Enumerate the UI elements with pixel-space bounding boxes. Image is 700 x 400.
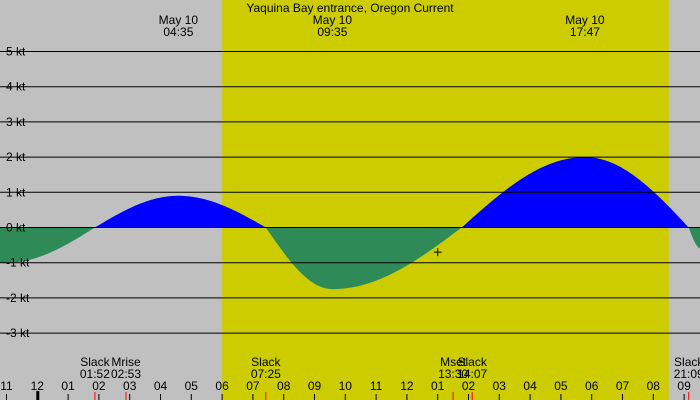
- x-tick-label: 02: [92, 379, 106, 393]
- x-tick-label: 12: [31, 379, 45, 393]
- event-label: Slack: [674, 355, 700, 369]
- y-tick-label: 0 kt: [6, 221, 26, 235]
- x-tick-label: 12: [400, 379, 414, 393]
- event-label: Slack: [458, 355, 488, 369]
- event-label: Slack: [80, 355, 110, 369]
- x-tick-label: 09: [308, 379, 322, 393]
- event-time: 02:53: [111, 367, 141, 381]
- x-tick-label: 11: [370, 379, 383, 393]
- now-marker-layer: [433, 248, 442, 257]
- peak-time-label: 09:35: [317, 25, 347, 39]
- event-time: 07:25: [251, 367, 281, 381]
- x-tick-label: 08: [277, 379, 291, 393]
- event-time: 21:09: [674, 367, 700, 381]
- now-marker: [433, 248, 442, 257]
- y-tick-label: 1 kt: [6, 185, 26, 199]
- x-tick-label: 05: [554, 379, 568, 393]
- event-time: 13:30: [438, 367, 468, 381]
- midnight-marker: [36, 391, 40, 400]
- x-tick-label: 10: [339, 379, 353, 393]
- peak-date-label: May 10: [159, 13, 199, 27]
- x-tick-label: 04: [523, 379, 537, 393]
- x-tick-label: 08: [647, 379, 661, 393]
- x-tick-label: 03: [123, 379, 137, 393]
- event-label: Slack: [251, 355, 281, 369]
- y-tick-label: 3 kt: [6, 115, 26, 129]
- ebb-current-area: [266, 227, 462, 290]
- y-tick-label: -3 kt: [6, 326, 30, 340]
- x-tick-label: 02: [462, 379, 476, 393]
- x-tick-label: 06: [215, 379, 229, 393]
- y-tick-label: 5 kt: [6, 45, 26, 59]
- event-label: Mrise: [111, 355, 141, 369]
- y-tick-label: -2 kt: [6, 291, 30, 305]
- x-tick-label: 01: [61, 379, 75, 393]
- x-tick-label: 03: [493, 379, 507, 393]
- y-axis-labels: 5 kt 4 kt 3 kt 2 kt 1 kt 0 kt -1 kt -2 kt -3 kt: [6, 45, 30, 341]
- x-axis-ticks: 11 12 01 02 03 04 05 06 07 08 09 10 11 12 01 02 03 04 05 06…: [0, 379, 691, 400]
- x-tick-label: 07: [246, 379, 260, 393]
- y-tick-label: 2 kt: [6, 150, 26, 164]
- ebb-current-area: [0, 227, 95, 263]
- y-tick-label: -1 kt: [6, 256, 30, 270]
- ebb-current-area: [689, 227, 700, 249]
- chart-title: Yaquina Bay entrance, Oregon Current: [246, 1, 454, 15]
- peak-time-label: 17:47: [570, 25, 600, 39]
- grid-layer: [0, 51, 700, 334]
- event-label: Mset: [440, 355, 467, 369]
- flood-current-area: [95, 195, 266, 228]
- peak-time-label: 04:35: [163, 25, 193, 39]
- x-tick-label: 09: [677, 379, 691, 393]
- event-time: 14:07: [457, 367, 487, 381]
- peak-date-label: May 10: [313, 13, 353, 27]
- peak-date-label: May 10: [565, 13, 605, 27]
- event-time: 01:52: [80, 367, 110, 381]
- x-tick-label: 01: [431, 379, 445, 393]
- x-tick-label: 05: [185, 379, 199, 393]
- y-tick-label: 4 kt: [6, 80, 26, 94]
- x-tick-label: 06: [585, 379, 599, 393]
- x-tick-label: 11: [0, 379, 13, 393]
- event-labels: Slack01:52Mrise02:53Slack07:25Mset13:30S…: [80, 355, 700, 400]
- x-tick-label: 07: [616, 379, 630, 393]
- x-tick-label: 04: [154, 379, 168, 393]
